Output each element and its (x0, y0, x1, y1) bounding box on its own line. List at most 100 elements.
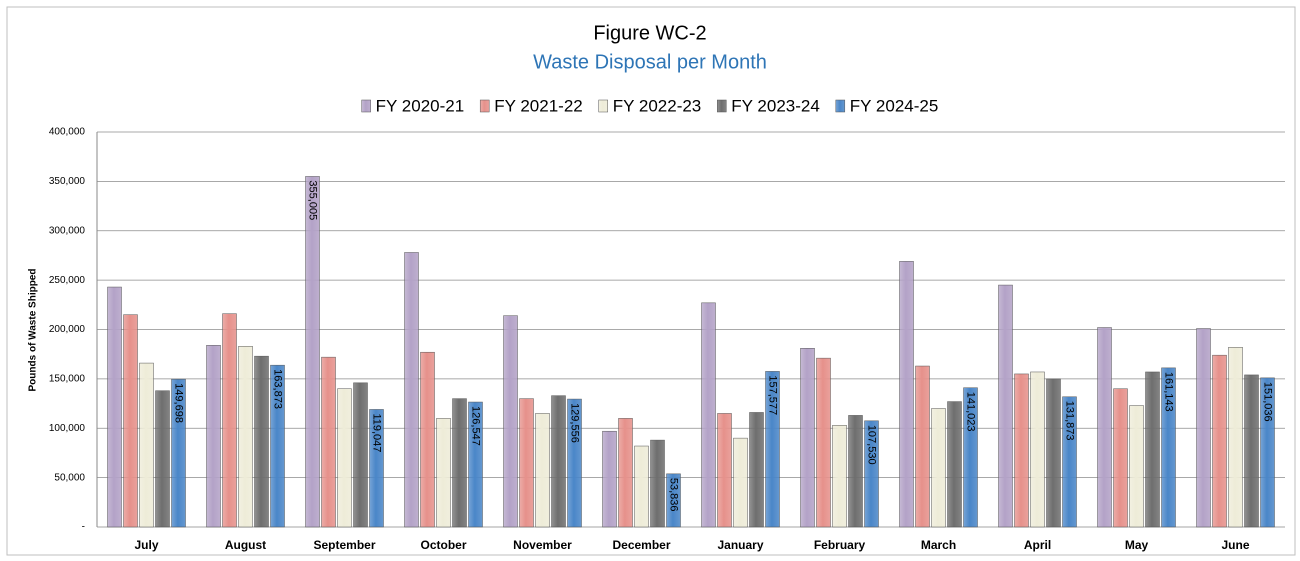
x-tick-label: June (1221, 538, 1249, 552)
y-tick-label: 250,000 (49, 275, 86, 286)
bar (139, 362, 154, 528)
data-label: 119,047 (371, 413, 383, 452)
bar (848, 415, 863, 528)
data-label: 131,873 (1064, 401, 1076, 441)
bar (931, 408, 946, 528)
legend-swatch (835, 99, 846, 113)
bar (963, 387, 978, 528)
bar (701, 302, 716, 528)
x-tick-label: October (420, 538, 466, 552)
bar (270, 364, 285, 528)
bar (1129, 405, 1144, 528)
bar (618, 418, 633, 528)
chart-subtitle: Waste Disposal per Month (533, 51, 767, 73)
bar (404, 252, 419, 528)
bar (1113, 388, 1128, 528)
bar (915, 365, 930, 528)
bar (749, 412, 764, 528)
x-tick-label: May (1125, 538, 1149, 552)
bar (717, 413, 732, 528)
bar (436, 418, 451, 528)
bar (369, 409, 384, 528)
x-tick-label: November (513, 538, 572, 552)
bar (1161, 367, 1176, 528)
bar (452, 398, 467, 528)
bar (1244, 374, 1259, 528)
bar (1228, 347, 1243, 528)
bar (420, 351, 435, 528)
bar (899, 261, 914, 528)
legend-label: FY 2024-25 (850, 96, 939, 115)
bar (864, 420, 879, 528)
x-tick-label: April (1024, 538, 1051, 552)
data-label: 161,143 (1163, 372, 1175, 412)
data-label: 163,873 (272, 369, 284, 409)
legend-label: FY 2023-24 (731, 96, 820, 115)
bar (800, 348, 815, 528)
bar (353, 382, 368, 528)
y-tick-label: - (82, 522, 85, 533)
bar (602, 430, 617, 528)
y-tick-label: 50,000 (54, 472, 85, 483)
bar (1030, 371, 1045, 528)
bar (832, 425, 847, 528)
bar (155, 390, 170, 528)
data-label: 126,547 (470, 406, 482, 446)
y-tick-label: 100,000 (49, 423, 86, 434)
x-tick-label: January (717, 538, 763, 552)
data-label: 151,036 (1262, 382, 1274, 422)
bar (733, 437, 748, 528)
bar (222, 313, 237, 528)
bar (254, 355, 269, 528)
legend-swatch (717, 99, 727, 113)
bar (1062, 396, 1077, 528)
data-label: 53,836 (668, 478, 680, 512)
bar (171, 378, 186, 528)
bar (816, 357, 831, 528)
data-label: 149,698 (173, 383, 185, 423)
bar (551, 395, 566, 528)
legend-label: FY 2022-23 (613, 96, 702, 115)
bar (765, 371, 780, 528)
x-tick-label: August (225, 538, 266, 552)
x-tick-label: February (814, 538, 866, 552)
bar (321, 356, 336, 528)
data-label: 141,023 (965, 392, 977, 432)
bar (947, 401, 962, 528)
bar (1097, 327, 1112, 528)
y-tick-label: 300,000 (49, 225, 86, 236)
y-tick-label: 350,000 (49, 176, 86, 187)
bar (634, 445, 649, 528)
bar (519, 398, 534, 528)
bar (238, 346, 253, 528)
legend: FY 2020-21 FY 2021-22 FY 2022-23 FY 2023-24… (361, 96, 939, 115)
bar (998, 284, 1013, 528)
y-tick-label: 200,000 (49, 324, 86, 335)
bar (337, 388, 352, 528)
data-label: 107,530 (866, 425, 878, 465)
legend-label: FY 2021-22 (494, 96, 583, 115)
x-tick-label: March (921, 538, 956, 552)
legend-swatch (361, 99, 371, 113)
bar (567, 398, 582, 528)
bar (1014, 373, 1029, 528)
bar (123, 314, 138, 528)
y-tick-label: 400,000 (49, 127, 86, 138)
data-label: 157,577 (767, 375, 779, 415)
y-axis-label: Pounds of Waste Shipped (28, 269, 39, 392)
bar (468, 401, 483, 528)
chart-title: Figure WC-2 (593, 22, 706, 44)
x-tick-label: September (313, 538, 375, 552)
bar (650, 439, 665, 528)
y-tick-label: 150,000 (49, 374, 86, 385)
legend-label: FY 2020-21 (376, 96, 465, 115)
data-label: 129,556 (569, 403, 581, 443)
bar (305, 176, 320, 528)
bar (107, 286, 122, 528)
bar (1196, 328, 1211, 528)
x-tick-label: December (612, 538, 670, 552)
bar (666, 473, 681, 528)
bar (1046, 378, 1061, 528)
bar (535, 413, 550, 528)
